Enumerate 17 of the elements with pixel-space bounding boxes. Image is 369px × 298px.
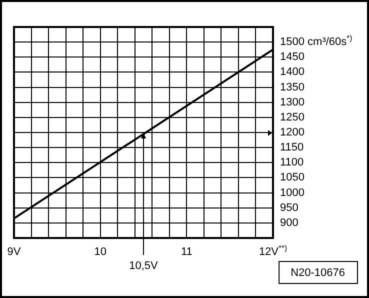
y-tick-label: 1250 xyxy=(280,111,304,124)
x-tick-label: 9V xyxy=(7,246,22,258)
y-tick-label: 1450 xyxy=(280,51,304,64)
y-tick-label: 1200 xyxy=(280,126,304,139)
y-tick-label: 900 xyxy=(280,216,298,229)
y-tick-label: 1350 xyxy=(280,81,304,94)
y-tick-label: 1400 xyxy=(280,66,304,78)
y-tick-label: 1150 xyxy=(280,142,304,154)
annotation: 10,5V xyxy=(129,260,159,272)
text: N20-10676 xyxy=(290,267,346,280)
x-tick-label: 11 xyxy=(180,246,192,258)
y-tick-label: 1000 xyxy=(280,186,304,199)
y-tick-label: 1300 xyxy=(280,96,304,108)
x-tick-label: 10 xyxy=(94,246,106,258)
y-tick-label: 950 xyxy=(280,202,298,214)
y-tick-label: 1050 xyxy=(280,172,304,184)
y-tick-label: 1100 xyxy=(280,156,304,169)
